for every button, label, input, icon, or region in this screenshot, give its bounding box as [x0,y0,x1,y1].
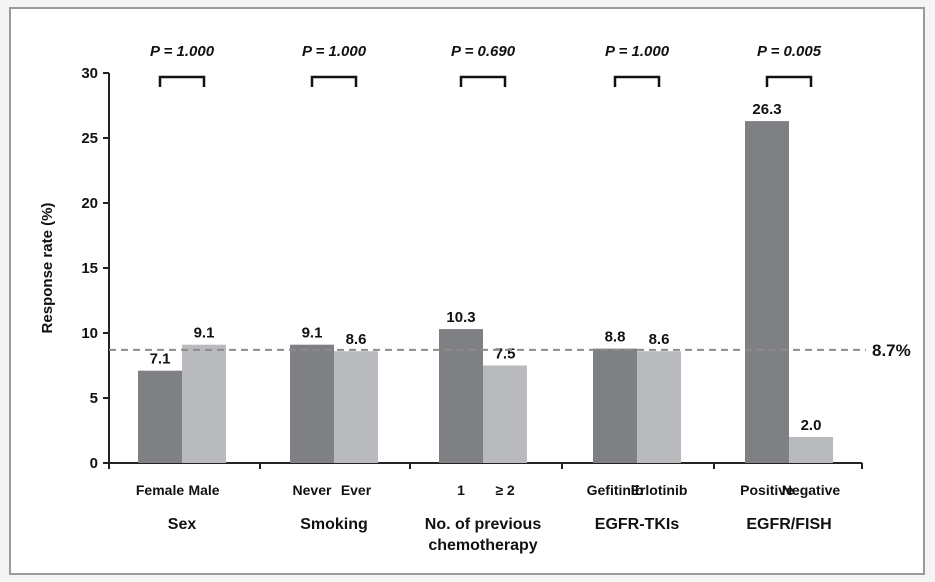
bar-no-of-previous-1 [483,365,527,463]
significance-bracket [765,75,813,87]
y-tick-label: 30 [81,65,98,82]
y-tick-label: 5 [90,390,98,407]
category-label: Never [293,482,332,498]
category-label: Negative [782,482,841,498]
bar-egfr-fish-0 [745,121,789,463]
p-value-label: P = 1.000 [605,43,670,60]
bar-value-label: 2.0 [801,417,822,434]
bar-sex-1 [182,344,226,463]
category-label: 1 [457,482,465,498]
p-value-label: P = 1.000 [150,43,215,60]
bar-value-label: 8.6 [346,331,367,348]
bar-value-label: 7.1 [150,351,171,368]
bar-egfr-tkis-0 [593,348,637,463]
group-label: No. of previous [425,516,542,533]
y-tick-label: 20 [81,195,98,212]
significance-bracket [310,75,358,87]
category-label: Erlotinib [631,482,688,498]
bar-value-label: 9.1 [302,325,323,342]
reference-line-label: 8.7% [872,341,911,360]
group-label: EGFR-TKIs [595,516,680,533]
p-value-label: P = 0.690 [451,43,516,60]
category-label: Gefitinib [587,482,644,498]
bar-egfr-tkis-1 [637,351,681,463]
group-label: Sex [168,516,197,533]
category-label: Female [136,482,184,498]
category-label: Positive [740,482,794,498]
bar-value-label: 10.3 [446,309,475,326]
bar-smoking-0 [290,344,334,463]
group-label: Smoking [300,516,368,533]
bar-value-label: 7.5 [495,346,516,363]
y-tick-label: 10 [81,325,98,342]
bar-egfr-fish-1 [789,437,833,463]
y-tick-label: 25 [81,130,98,147]
y-tick-label: 0 [90,455,98,472]
category-label: Male [188,482,219,498]
p-value-label: P = 0.005 [757,43,822,60]
category-label: Ever [341,482,372,498]
significance-bracket [459,75,507,87]
y-tick-label: 15 [81,260,98,277]
group-label: EGFR/FISH [746,516,831,533]
group-label: chemotherapy [428,537,537,554]
significance-bracket [158,75,206,87]
bar-smoking-1 [334,351,378,463]
category-label: ≥ 2 [495,482,515,498]
p-value-label: P = 1.000 [302,43,367,60]
bar-sex-0 [138,370,182,463]
bar-no-of-previous-0 [439,329,483,463]
bar-value-label: 8.6 [649,331,670,348]
bar-value-label: 8.8 [605,329,626,346]
bar-value-label: 26.3 [752,101,781,118]
y-axis-label: Response rate (%) [39,203,56,334]
significance-bracket [613,75,661,87]
bar-value-label: 9.1 [194,325,215,342]
